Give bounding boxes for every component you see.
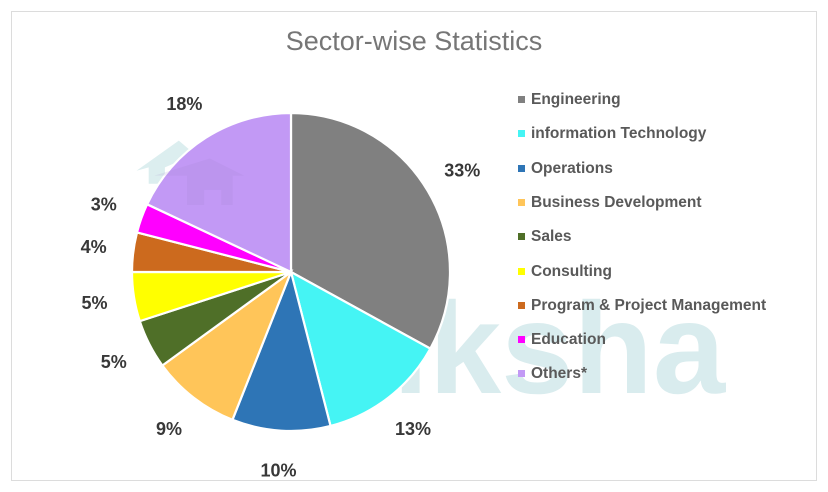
svg-text:9%: 9%	[156, 419, 182, 439]
svg-text:4%: 4%	[81, 237, 107, 257]
svg-text:10%: 10%	[260, 460, 296, 480]
svg-text:18%: 18%	[166, 94, 202, 114]
svg-text:33%: 33%	[444, 160, 480, 180]
svg-text:3%: 3%	[91, 194, 117, 214]
svg-text:5%: 5%	[81, 293, 107, 313]
svg-text:13%: 13%	[395, 419, 431, 439]
svg-text:5%: 5%	[101, 352, 127, 372]
